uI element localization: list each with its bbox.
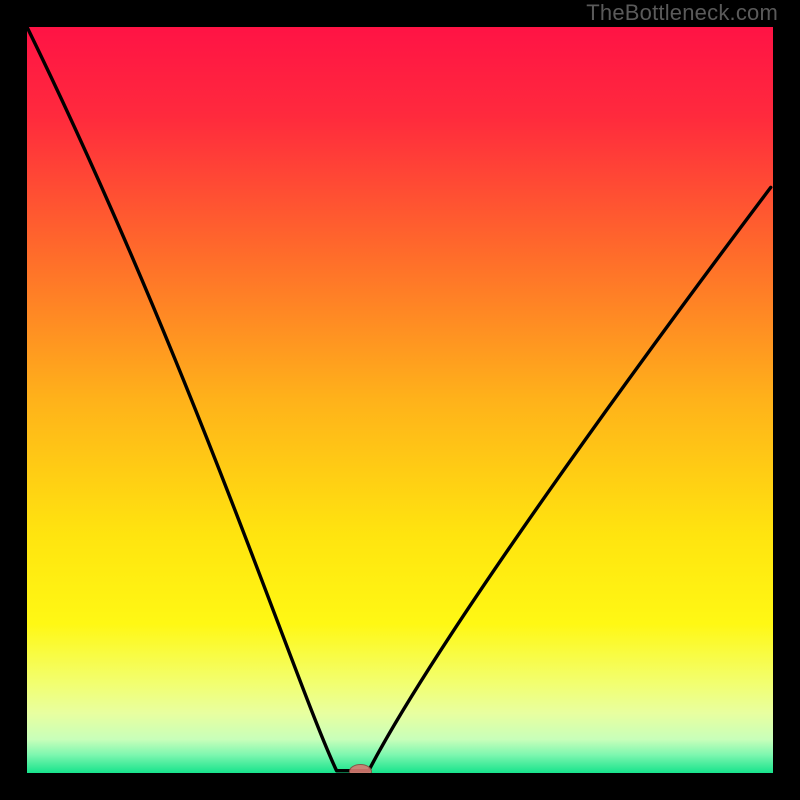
gradient-plot-area: [27, 27, 773, 773]
attribution-watermark: TheBottleneck.com: [586, 0, 778, 26]
bottleneck-curve-chart: [0, 0, 800, 800]
